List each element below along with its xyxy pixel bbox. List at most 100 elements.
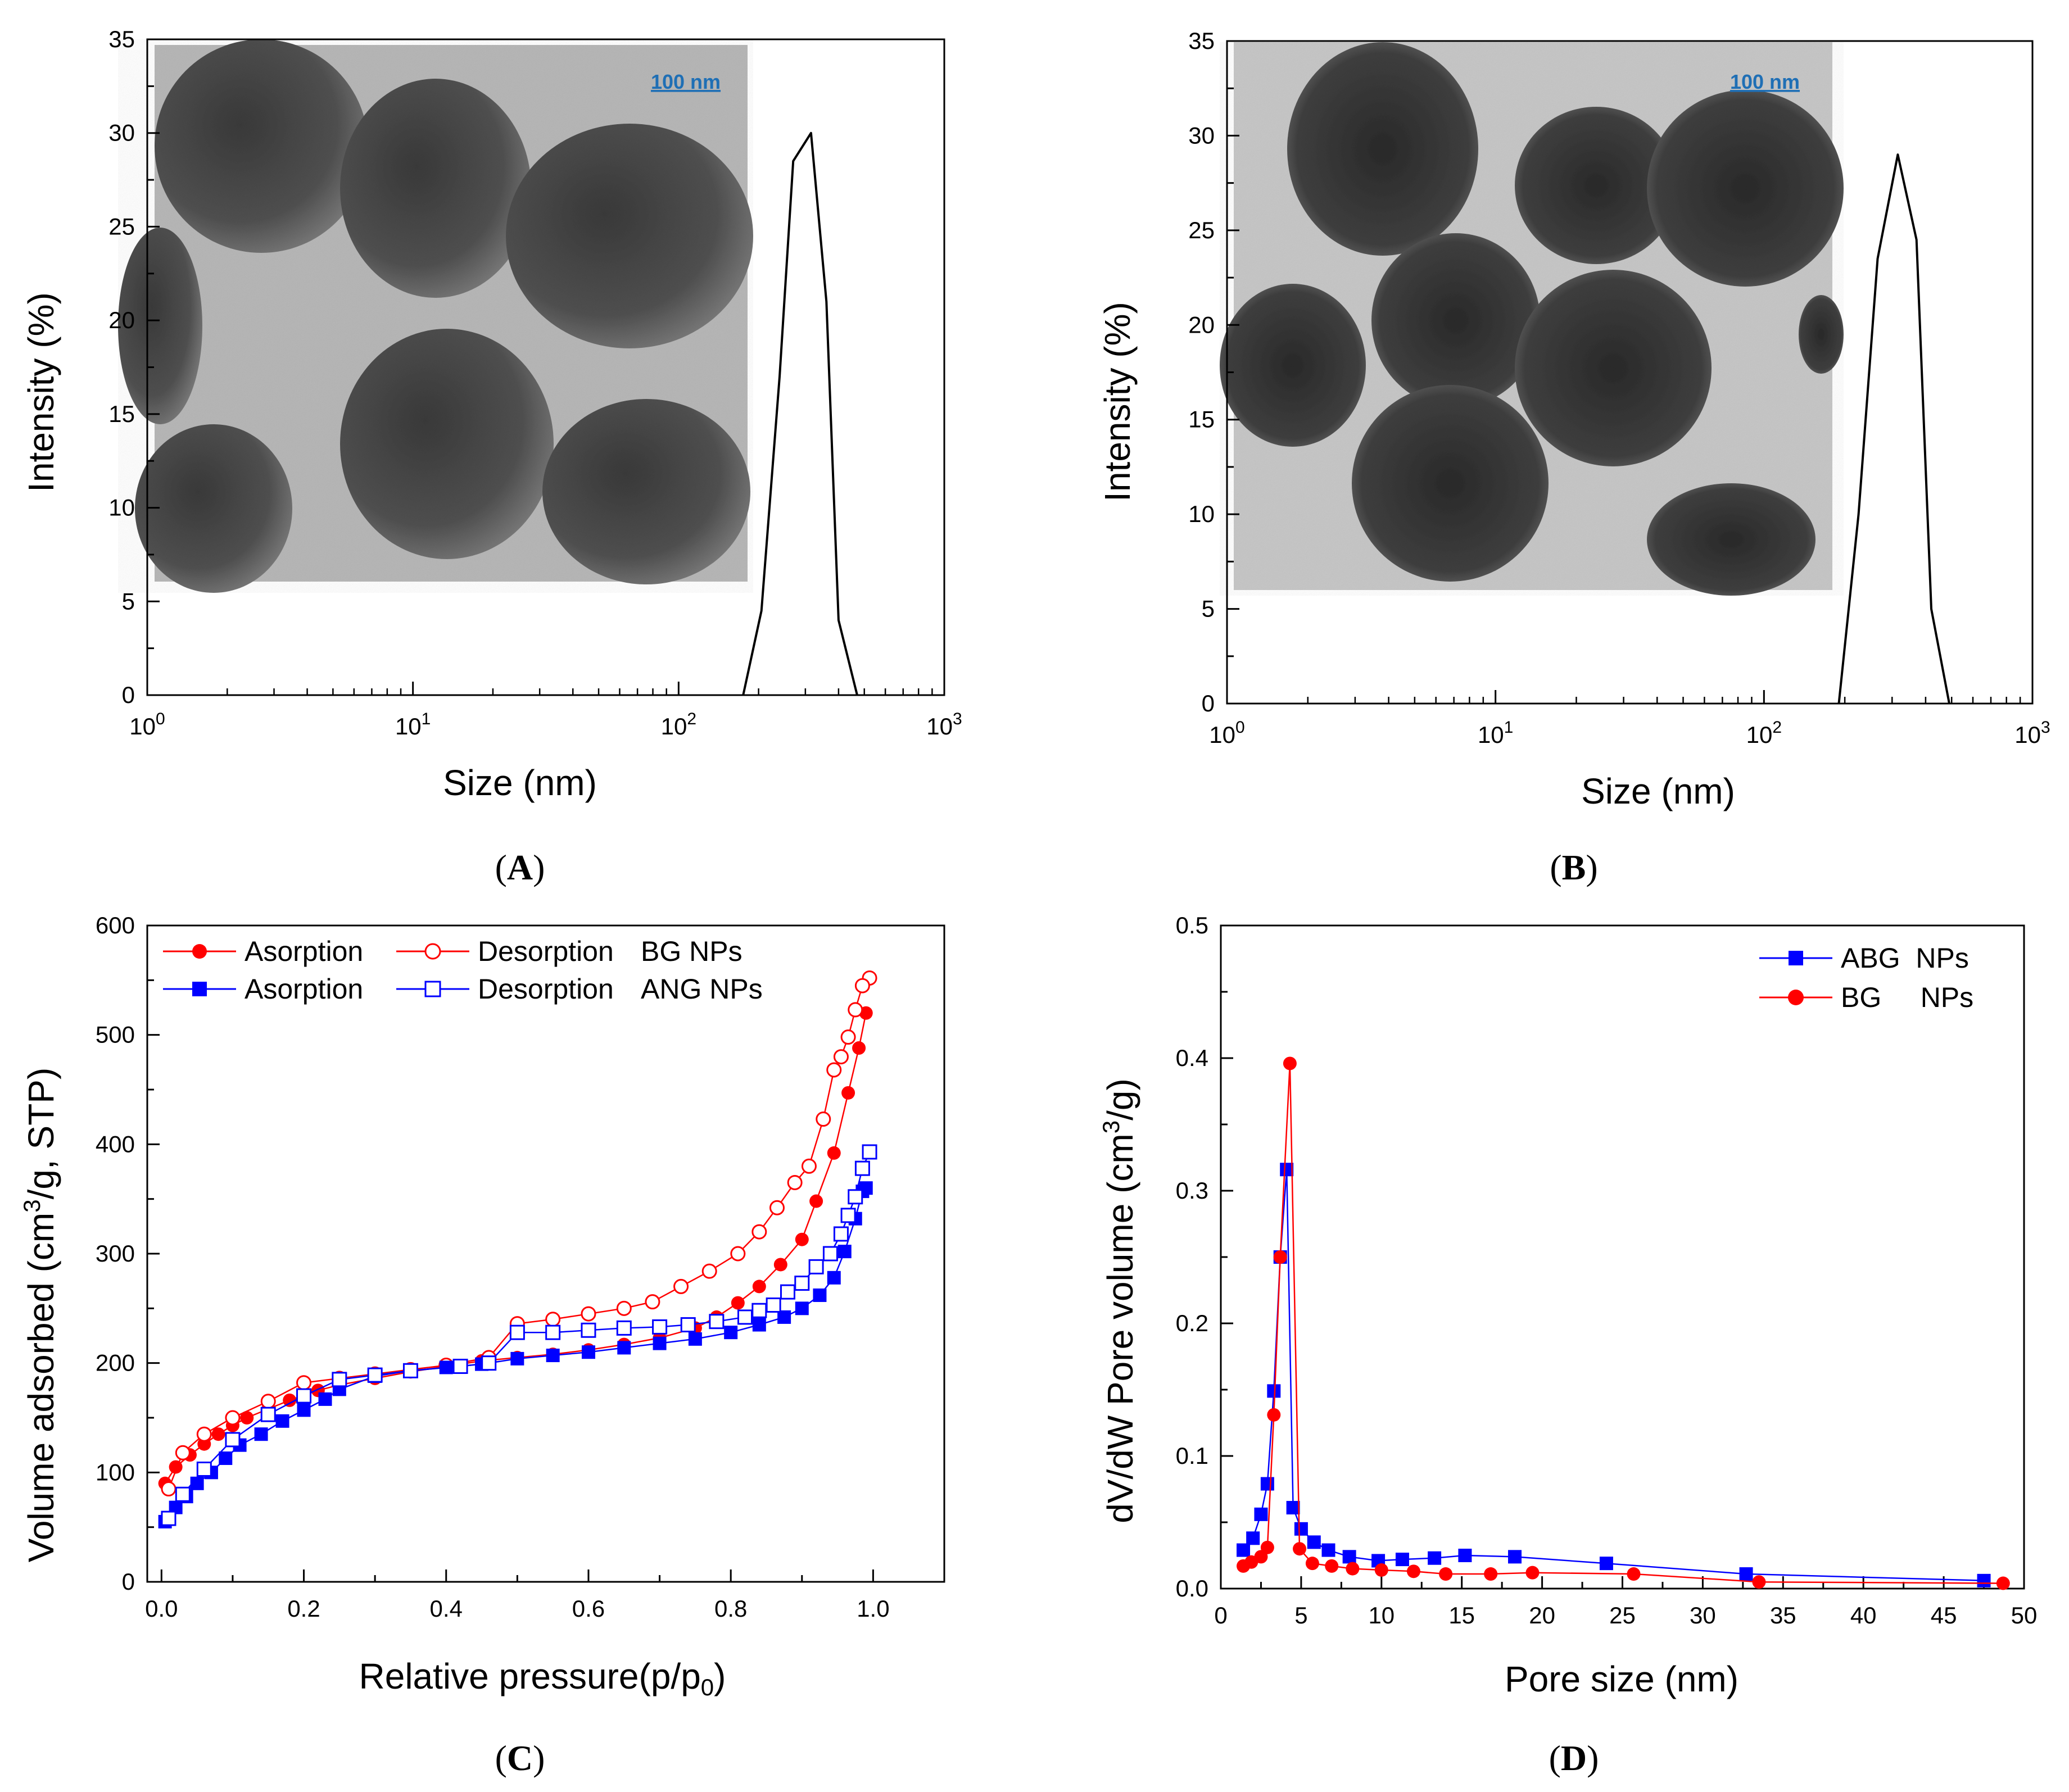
panel-c-series-asorption-bg-nps-point	[240, 1411, 254, 1424]
panel-c-xtick-label: 0.2	[287, 1595, 320, 1622]
panel-a-xtick-label: 103	[926, 710, 962, 740]
tick-base: 10	[1746, 722, 1773, 748]
panel-d-series-abg-nps-point	[1321, 1543, 1335, 1557]
panel-b-xtick-label: 102	[1746, 718, 1782, 748]
panel-d-series-abg-nps-point	[1599, 1557, 1613, 1571]
panel-b-scale-bar-label: 100 nm	[1730, 70, 1800, 93]
panel-d: 0.0 0.1 0.2 0.3 0.4 0.5 0 5 10 15 20 25 30 35 40 45 50 A…	[1098, 912, 2037, 1778]
panel-d-series-bg-nps-point	[1293, 1542, 1307, 1556]
panel-c-series-desorption-ang-nps-point	[652, 1319, 668, 1335]
panel-c-label: (C)	[495, 1738, 545, 1778]
panel-d-series-bg-nps-point	[1305, 1557, 1319, 1571]
panel-c-ylabel-post: /g, STP)	[21, 1068, 61, 1200]
panel-c-series-desorption-ang-nps-point	[225, 1432, 241, 1448]
panel-d-series-abg-nps-point	[1342, 1550, 1356, 1564]
panel-d-ytick-label: 0.3	[1176, 1177, 1208, 1204]
panel-c-series-desorption-bg-nps-point	[751, 1224, 767, 1240]
panel-d-series-bg-nps-line	[1243, 1063, 2003, 1584]
panel-c-series-desorption-ang-nps-point	[822, 1246, 838, 1262]
panel-c-series-asorption-bg-nps-point	[211, 1427, 225, 1441]
panel-d-xtick-label: 45	[1931, 1602, 1957, 1628]
panel-d-legend: ABG NPs BG NPs	[1759, 942, 1973, 1013]
panel-d-series-abg-nps-point	[1294, 1522, 1308, 1536]
panel-c-series-desorption-bg-nps-point	[840, 1029, 856, 1045]
panel-a-inset-micrograph: 100 nm	[118, 39, 753, 593]
panel-a-xlabel: Size (nm)	[443, 763, 597, 803]
panel-c-series-desorption-bg-nps-point	[225, 1410, 241, 1426]
panel-c-series-desorption-bg-nps-point	[848, 1002, 863, 1018]
panel-d-letter: D	[1561, 1738, 1587, 1778]
panel-c-series-desorption-ang-nps-point	[854, 1160, 870, 1176]
panel-c-series-asorption-ang-nps-point	[813, 1288, 827, 1302]
panel-d-series-bg-nps-point	[1374, 1563, 1388, 1577]
panel-b-ytick-label: 20	[1188, 311, 1215, 338]
panel-c-series-desorption-ang-nps-point	[175, 1486, 191, 1502]
panel-a-ytick-label: 15	[108, 401, 135, 427]
panel-c-series-desorption-bg-nps-point	[645, 1294, 660, 1310]
legend-group-bg-nps: BG NPs	[641, 936, 743, 967]
panel-c-series-desorption-bg-nps-point	[260, 1394, 276, 1409]
legend-label-asorption-ang: Asorption	[245, 973, 363, 1005]
panel-c-series-desorption-ang-nps-point	[332, 1372, 347, 1387]
panel-c-series-desorption-bg-nps-point	[816, 1112, 831, 1127]
panel-c-series-asorption-ang-nps-point	[275, 1414, 289, 1428]
panel-c-ylabel-pre: Volume adsorbed (cm	[21, 1213, 61, 1563]
panel-c-series-asorption-ang-nps-point	[752, 1318, 766, 1332]
panel-c-series-desorption-ang-nps-point	[545, 1324, 561, 1340]
tick-exponent: 3	[2041, 718, 2050, 737]
panel-c-series-desorption-bg-nps-point	[616, 1300, 632, 1316]
panel-c-series-desorption-bg-nps-point	[826, 1062, 842, 1078]
panel-d-ytick-label: 0.2	[1176, 1310, 1208, 1336]
tick-base: 10	[661, 713, 687, 740]
panel-c-xlabel-main: Relative pressure(p/p	[359, 1656, 701, 1696]
panel-c-series-asorption-ang-nps-point	[617, 1341, 631, 1355]
tick-base: 10	[129, 713, 156, 740]
panel-c-series-asorption-bg-nps-point	[795, 1232, 809, 1246]
panel-b-ytick-label: 30	[1188, 122, 1215, 148]
panel-c-series-desorption-ang-nps-point	[260, 1407, 276, 1422]
panel-c-series-asorption-bg-nps-point	[752, 1280, 766, 1294]
tick-exponent: 1	[422, 710, 431, 728]
panel-a-scale-bar-label: 100 nm	[651, 70, 721, 93]
panel-c-ytick-label: 100	[96, 1459, 135, 1485]
panel-c-ylabel: Volume adsorbed (cm3/g, STP)	[19, 1068, 61, 1563]
panel-c-series-desorption-ang-nps-point	[616, 1320, 632, 1336]
tick-base: 10	[926, 713, 953, 740]
panel-a-letter: A	[507, 847, 533, 887]
legend-marker-red-filled-circle	[192, 944, 207, 959]
panel-c-series-desorption-ang-nps-point	[402, 1363, 418, 1378]
tick-base: 10	[1478, 722, 1504, 748]
panel-d-series-bg-nps-point	[1752, 1575, 1766, 1589]
panel-c-series-desorption-ang-nps-point	[737, 1309, 753, 1325]
panel-d-series-bg-nps-point	[1406, 1564, 1420, 1578]
panel-a-ytick-label: 25	[108, 213, 135, 239]
panel-d-xtick-label: 30	[1690, 1602, 1716, 1628]
panel-d-series-bg-nps-point	[1346, 1562, 1360, 1576]
panel-d-ytick-label: 0.0	[1176, 1575, 1208, 1602]
panel-c-ylabel-sup: 3	[19, 1199, 45, 1212]
panel-d-xtick-label: 0	[1214, 1602, 1227, 1628]
panel-c-series-asorption-ang-nps-point	[254, 1427, 268, 1441]
panel-c-series-desorption-ang-nps-point	[367, 1367, 383, 1383]
panel-c-series-asorption-bg-nps-point	[841, 1086, 855, 1100]
panel-d-xtick-label: 40	[1850, 1602, 1877, 1628]
panel-a-ytick-label: 0	[122, 682, 135, 708]
tick-exponent: 0	[1235, 718, 1245, 737]
panel-d-series-abg-nps-point	[1286, 1501, 1300, 1515]
panel-d-series-abg-nps-point	[1280, 1163, 1294, 1177]
panel-c-xtick-label: 0.4	[430, 1595, 463, 1622]
panel-c-series-desorption-ang-nps-point	[751, 1303, 767, 1318]
panel-b-ytick-label: 0	[1202, 690, 1215, 716]
panel-c-series-desorption-ang-nps-point	[481, 1355, 497, 1371]
panel-a-xtick-label: 101	[395, 710, 431, 740]
tick-exponent: 3	[953, 710, 962, 728]
panel-c-series-asorption-ang-nps-point	[653, 1336, 667, 1350]
panel-b-xlabel: Size (nm)	[1581, 771, 1735, 811]
panel-b-ytick-label: 15	[1188, 406, 1215, 433]
panel-c-series-asorption-ang-nps-point	[318, 1392, 332, 1406]
panel-a-ytick-label: 5	[122, 588, 135, 614]
panel-c-series-asorption-ang-nps-point	[581, 1345, 595, 1359]
legend-marker-blue-filled-square	[192, 982, 207, 996]
